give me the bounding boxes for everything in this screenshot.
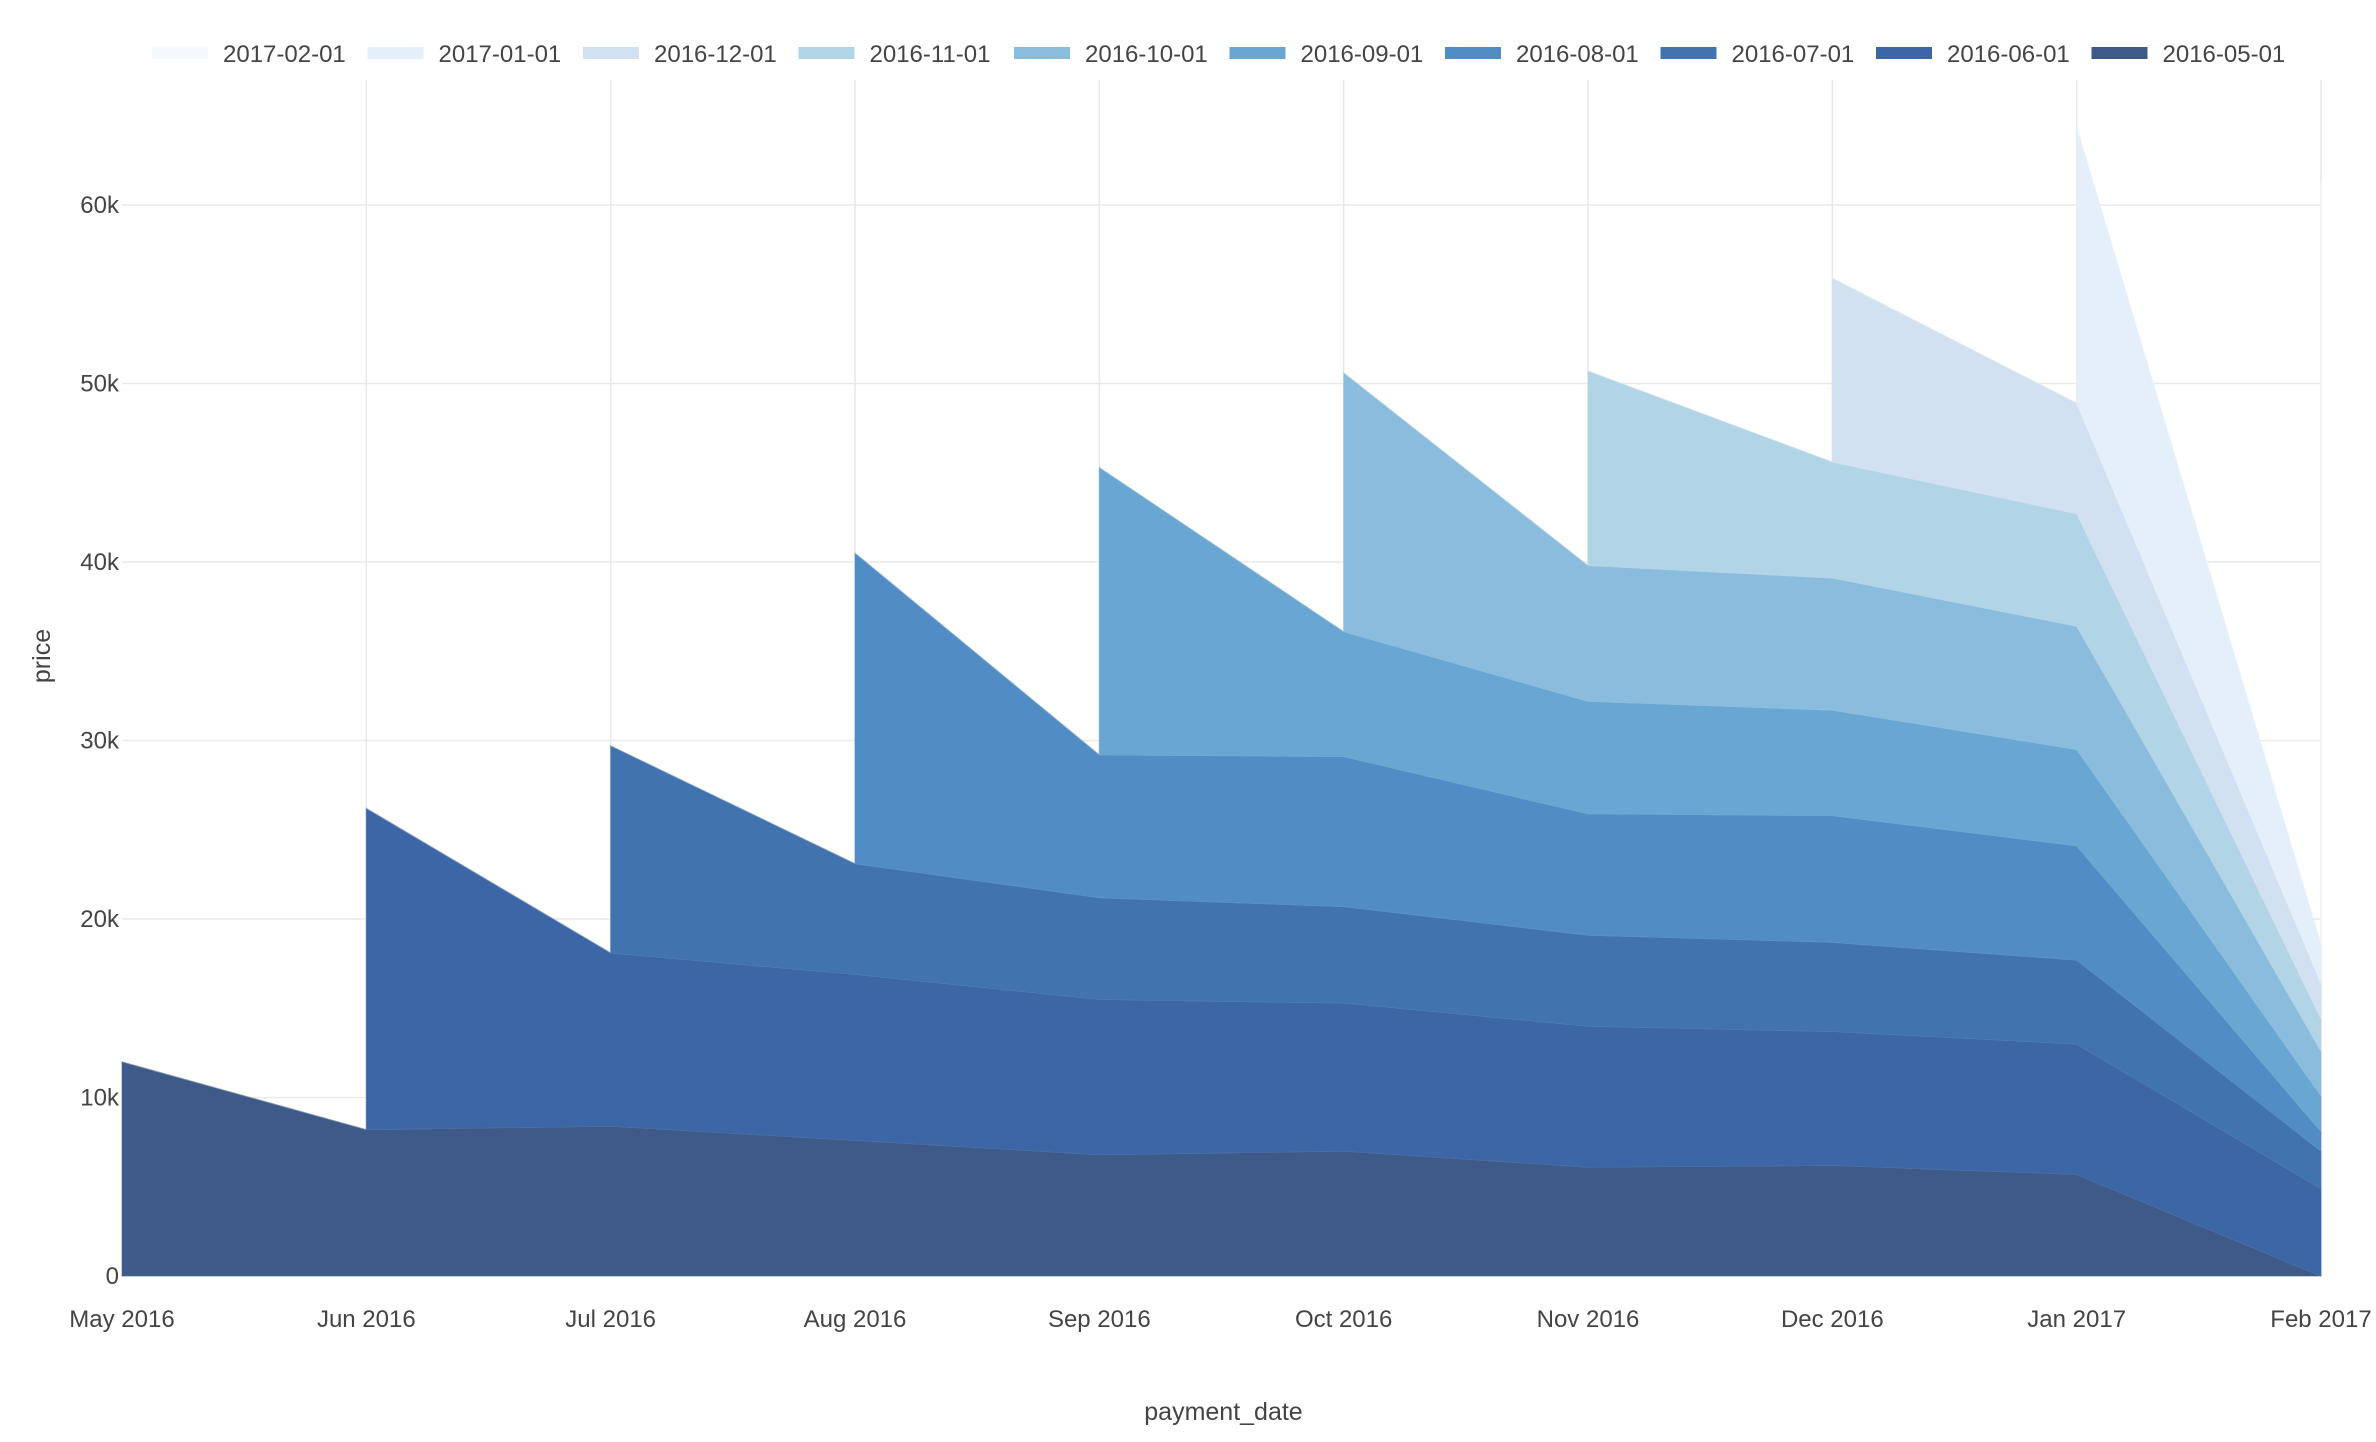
legend-label: 2016-09-01 [1301,41,1424,68]
legend-label: 2016-05-01 [2163,41,2286,68]
x-tick-label: May 2016 [69,1306,174,1333]
legend-item-2016-12-01[interactable]: 2016-12-01 [583,41,777,68]
legend-item-2016-08-01[interactable]: 2016-08-01 [1445,41,1639,68]
x-tick-label: Jun 2016 [317,1306,416,1333]
legend-item-2016-06-01[interactable]: 2016-06-01 [1876,41,2070,68]
legend-item-2017-02-01[interactable]: 2017-02-01 [152,41,346,68]
legend-label: 2016-08-01 [1516,41,1639,68]
legend-label: 2016-07-01 [1732,41,1855,68]
y-axis-title: price [28,629,56,683]
legend-label: 2017-01-01 [439,41,562,68]
x-tick-label: Jan 2017 [2027,1306,2126,1333]
legend-label: 2016-06-01 [1947,41,2070,68]
legend-label: 2017-02-01 [223,41,346,68]
legend-swatch [1229,47,1286,59]
y-tick-label: 0 [106,1263,119,1290]
series-edge-2017-01-01 [2076,126,2322,945]
x-tick-label: Oct 2016 [1295,1306,1392,1333]
legend-label: 2016-11-01 [870,41,991,68]
x-tick-label: Jul 2016 [565,1306,656,1333]
legend-item-2016-05-01[interactable]: 2016-05-01 [2091,41,2286,68]
legend-item-2016-09-01[interactable]: 2016-09-01 [1229,41,1424,68]
legend-item-2016-11-01[interactable]: 2016-11-01 [798,41,991,68]
legend-label: 2016-10-01 [1085,41,1208,68]
legend-swatch [583,47,639,59]
legend[interactable]: 2017-02-01 2017-01-01 2016-12-01 2016-11-01… [152,41,2285,68]
y-tick-label: 60k [80,192,120,219]
x-axis-title: payment_date [1144,1398,1302,1426]
x-tick-label: Dec 2016 [1781,1306,1884,1333]
series-area-2017-01-01[interactable] [2076,126,2322,984]
legend-swatch [798,47,855,59]
y-tick-label: 40k [80,549,120,576]
legend-swatch [1445,47,1501,59]
legend-swatch [1660,47,1717,59]
series-areas [121,126,2322,1277]
x-tick-label: Sep 2016 [1048,1306,1151,1333]
y-tick-label: 10k [80,1084,120,1111]
legend-swatch [2091,47,2148,59]
legend-item-2016-10-01[interactable]: 2016-10-01 [1014,41,1208,68]
legend-item-2016-07-01[interactable]: 2016-07-01 [1660,41,1855,68]
legend-swatch [1876,47,1932,59]
legend-label: 2016-12-01 [654,41,777,68]
legend-swatch [1014,47,1070,59]
legend-swatch [367,47,424,59]
x-tick-label: Feb 2017 [2270,1306,2371,1333]
x-axis: May 2016 Jun 2016 Jul 2016 Aug 2016 Sep 2016… [69,1306,2371,1333]
y-tick-label: 50k [80,370,120,397]
legend-swatch [152,47,208,59]
x-tick-label: Nov 2016 [1537,1306,1640,1333]
y-axis: 0 10k 20k 30k 40k 50k 60k [80,192,120,1290]
x-tick-label: Aug 2016 [804,1306,907,1333]
y-tick-label: 30k [80,727,120,754]
legend-item-2017-01-01[interactable]: 2017-01-01 [367,41,562,68]
y-tick-label: 20k [80,906,120,933]
